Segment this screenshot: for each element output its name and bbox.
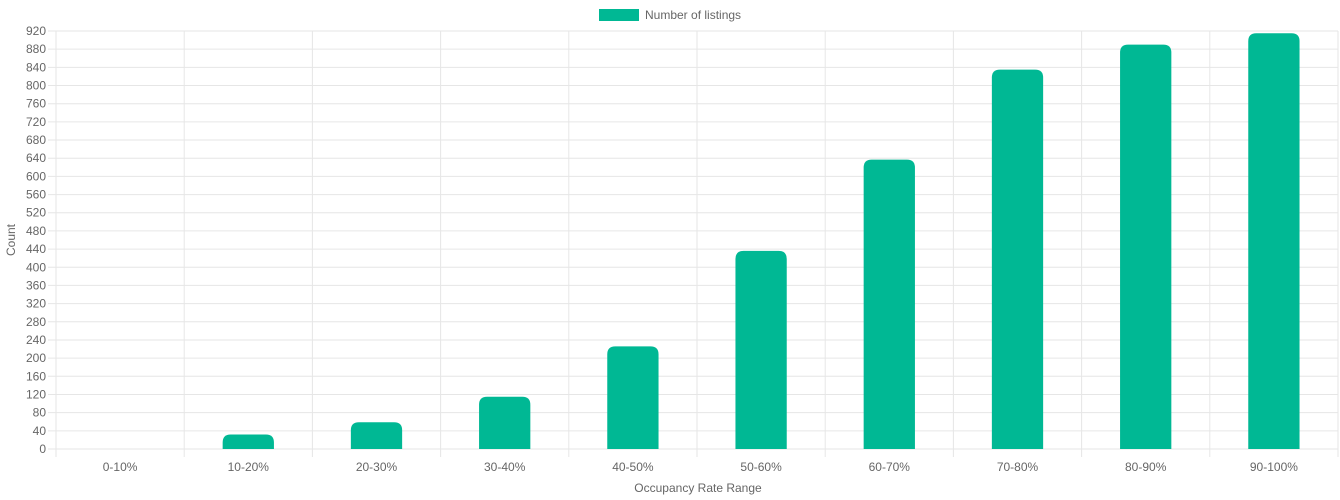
bars	[222, 33, 1300, 450]
y-tick-label: 840	[26, 60, 46, 74]
y-tick-label: 320	[26, 297, 46, 311]
y-tick-label: 720	[26, 115, 46, 129]
y-tick-label: 520	[26, 206, 46, 220]
bar[interactable]	[735, 250, 787, 449]
x-tick-label: 80-90%	[1125, 460, 1167, 474]
x-tick-label: 90-100%	[1250, 460, 1298, 474]
y-tick-label: 800	[26, 79, 46, 93]
y-tick-label: 880	[26, 42, 46, 56]
y-tick-label: 160	[26, 369, 46, 383]
x-axis-ticks: 0-10% 10-20% 20-30% 30-40% 40-50% 50-60% 60-70…	[103, 460, 1298, 474]
y-tick-label: 920	[26, 24, 46, 38]
bar[interactable]	[350, 422, 403, 449]
bar[interactable]	[863, 159, 915, 449]
y-axis-title: Count	[4, 223, 18, 256]
vertical-gridlines	[55, 31, 1339, 457]
y-tick-label: 0	[39, 442, 46, 456]
legend-swatch	[599, 9, 639, 21]
bar[interactable]	[1120, 44, 1172, 450]
x-tick-label: 0-10%	[103, 460, 138, 474]
y-tick-label: 680	[26, 133, 46, 147]
bar[interactable]	[1248, 33, 1300, 450]
y-tick-label: 760	[26, 97, 46, 111]
y-tick-label: 560	[26, 188, 46, 202]
x-tick-label: 70-80%	[997, 460, 1039, 474]
bar[interactable]	[607, 346, 659, 449]
x-axis-title: Occupancy Rate Range	[634, 481, 762, 495]
y-tick-label: 80	[33, 406, 47, 420]
y-tick-label: 640	[26, 151, 46, 165]
y-tick-label: 600	[26, 169, 46, 183]
bar[interactable]	[222, 434, 274, 449]
y-tick-label: 280	[26, 315, 46, 329]
x-tick-label: 10-20%	[228, 460, 270, 474]
x-tick-label: 20-30%	[356, 460, 398, 474]
bar[interactable]	[479, 396, 531, 449]
y-tick-label: 200	[26, 351, 46, 365]
x-tick-label: 50-60%	[740, 460, 782, 474]
y-tick-label: 120	[26, 387, 46, 401]
y-tick-label: 240	[26, 333, 46, 347]
x-tick-label: 40-50%	[612, 460, 654, 474]
x-tick-label: 30-40%	[484, 460, 526, 474]
y-tick-label: 360	[26, 278, 46, 292]
bar[interactable]	[991, 69, 1044, 449]
x-tick-label: 60-70%	[869, 460, 911, 474]
legend[interactable]: Number of listings	[599, 8, 741, 22]
y-tick-label: 400	[26, 260, 46, 274]
legend-label: Number of listings	[645, 8, 741, 22]
y-axis-ticks: 0 40 80 120 160 200 240 280 320 360 400 440 480 520 56…	[26, 24, 46, 456]
y-tick-label: 480	[26, 224, 46, 238]
y-tick-label: 440	[26, 242, 46, 256]
y-tick-label: 40	[33, 424, 47, 438]
